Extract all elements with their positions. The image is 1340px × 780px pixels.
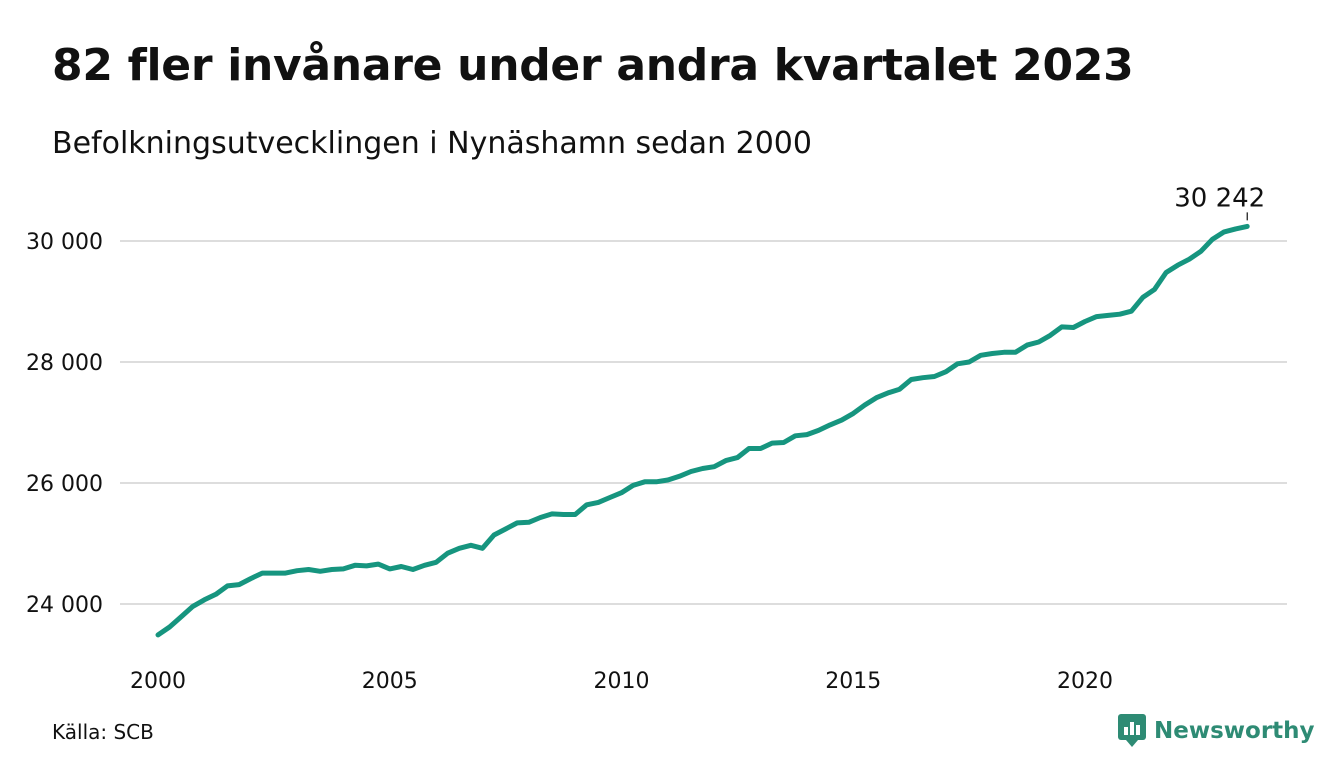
end-value-label: 30 242	[1174, 183, 1265, 213]
population-line	[155, 223, 1250, 638]
x-tick-label: 2020	[1057, 669, 1113, 694]
newsworthy-logo[interactable]: Newsworthy	[1118, 714, 1315, 748]
x-axis-tick-labels: 2000 2005 2010 2015 2020	[130, 669, 1113, 694]
grid-lines	[120, 240, 1287, 605]
y-axis-tick-labels: 24 000 26 000 28 000 30 000	[26, 230, 103, 618]
chart-title: 82 fler invånare under andra kvartalet 2…	[52, 40, 1134, 91]
series-lines	[155, 223, 1250, 638]
y-tick-label: 30 000	[26, 230, 103, 255]
chart-subtitle: Befolkningsutvecklingen i Nynäshamn seda…	[52, 126, 812, 161]
brand-name: Newsworthy	[1154, 718, 1315, 744]
x-tick-label: 2010	[594, 669, 650, 694]
x-tick-label: 2005	[362, 669, 418, 694]
source-note: Källa: SCB	[52, 720, 154, 744]
x-tick-label: 2015	[825, 669, 881, 694]
y-tick-label: 26 000	[26, 472, 103, 497]
x-tick-label: 2000	[130, 669, 186, 694]
newsworthy-logo-icon	[1118, 714, 1146, 747]
y-tick-label: 24 000	[26, 593, 103, 618]
y-tick-label: 28 000	[26, 351, 103, 376]
end-value-label-group: 30 242	[1174, 183, 1265, 221]
